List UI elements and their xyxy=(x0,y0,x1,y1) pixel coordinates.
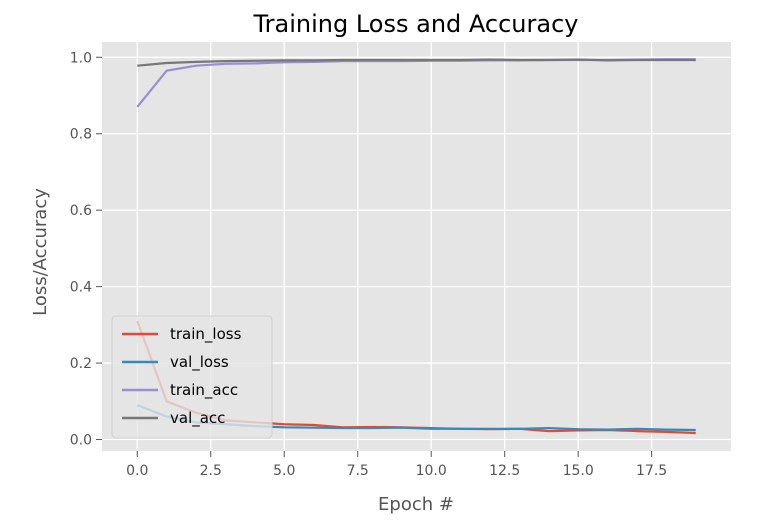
x-axis-label: Epoch # xyxy=(378,494,454,515)
y-tick-label: 0.8 xyxy=(70,127,92,143)
grid xyxy=(102,42,731,451)
x-tick-label: 2.5 xyxy=(200,463,222,479)
ticks: 0.0 2.5 5.0 7.5 10.0 12.5 15.0 17.5 0.0 0.2 0.4 0.6… xyxy=(70,50,667,479)
legend-label: val_acc xyxy=(170,409,225,428)
legend-box xyxy=(111,315,273,439)
y-axis-label: Loss/Accuracy xyxy=(30,188,51,316)
series-line-val-acc xyxy=(137,58,696,67)
y-tick-label: 0.4 xyxy=(70,280,92,296)
legend: train_loss val_loss train_acc val_acc xyxy=(111,315,273,439)
x-tick-label: 0.0 xyxy=(126,463,148,479)
y-tick-label: 1.0 xyxy=(70,50,92,66)
legend-label: train_loss xyxy=(170,325,242,344)
chart-title: Training Loss and Accuracy xyxy=(253,10,579,38)
x-tick-label: 17.5 xyxy=(636,463,667,479)
x-tick-label: 15.0 xyxy=(563,463,594,479)
x-tick-label: 10.0 xyxy=(416,463,447,479)
y-tick-label: 0.0 xyxy=(70,433,92,449)
x-tick-label: 12.5 xyxy=(489,463,520,479)
x-tick-label: 5.0 xyxy=(273,463,295,479)
y-tick-label: 0.6 xyxy=(70,203,92,219)
x-tick-label: 7.5 xyxy=(347,463,369,479)
legend-label: val_loss xyxy=(170,353,229,372)
legend-label: train_acc xyxy=(170,381,238,400)
y-tick-label: 0.2 xyxy=(70,356,92,372)
